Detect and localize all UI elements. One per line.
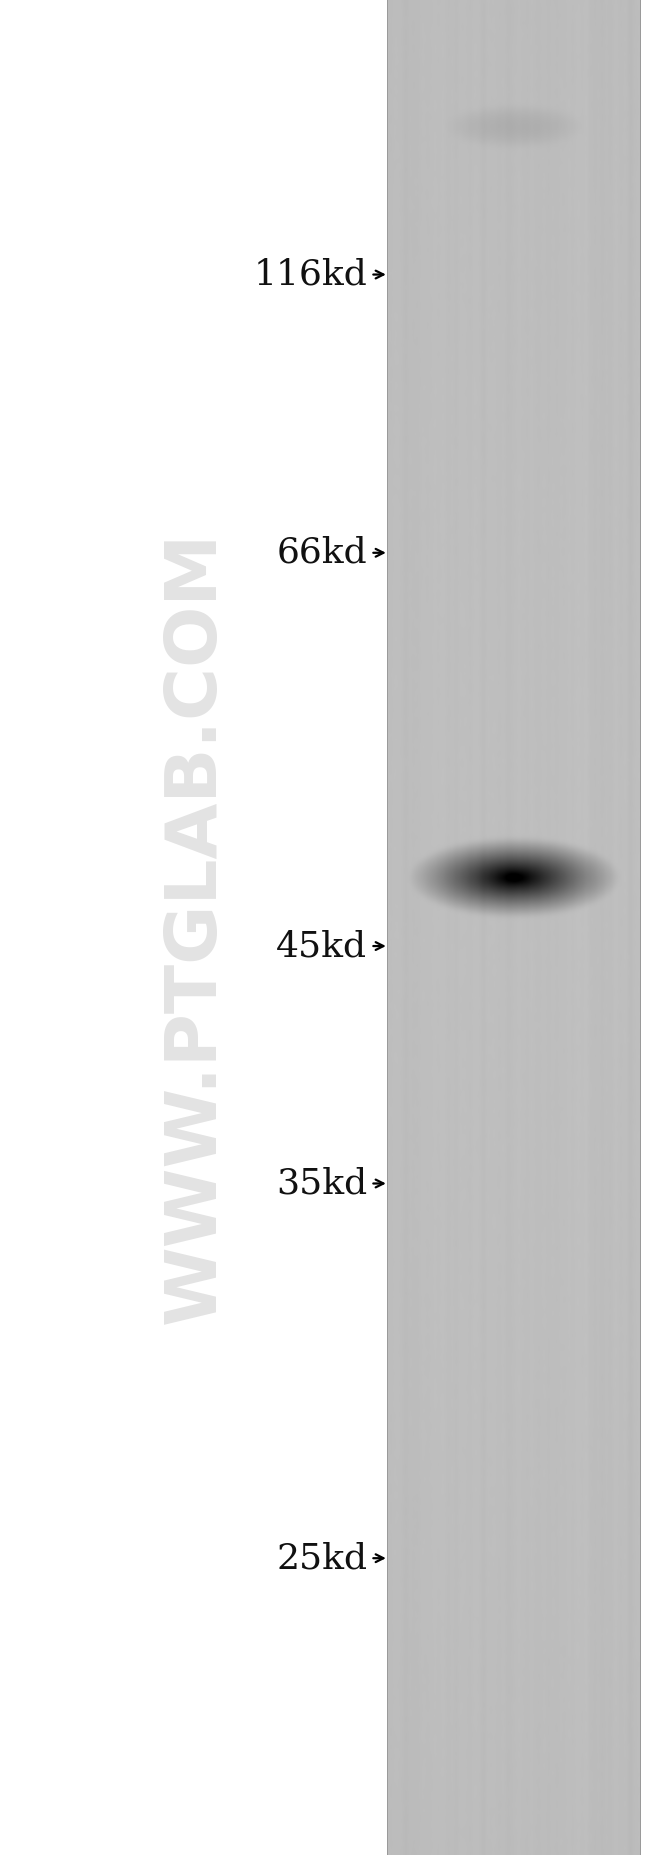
Text: 35kd: 35kd bbox=[276, 1167, 367, 1200]
Text: 66kd: 66kd bbox=[277, 536, 367, 569]
Text: 25kd: 25kd bbox=[276, 1542, 367, 1575]
Text: 45kd: 45kd bbox=[276, 929, 367, 963]
Text: WWW.PTGLAB.COM: WWW.PTGLAB.COM bbox=[161, 531, 229, 1324]
Text: 116kd: 116kd bbox=[254, 258, 367, 291]
